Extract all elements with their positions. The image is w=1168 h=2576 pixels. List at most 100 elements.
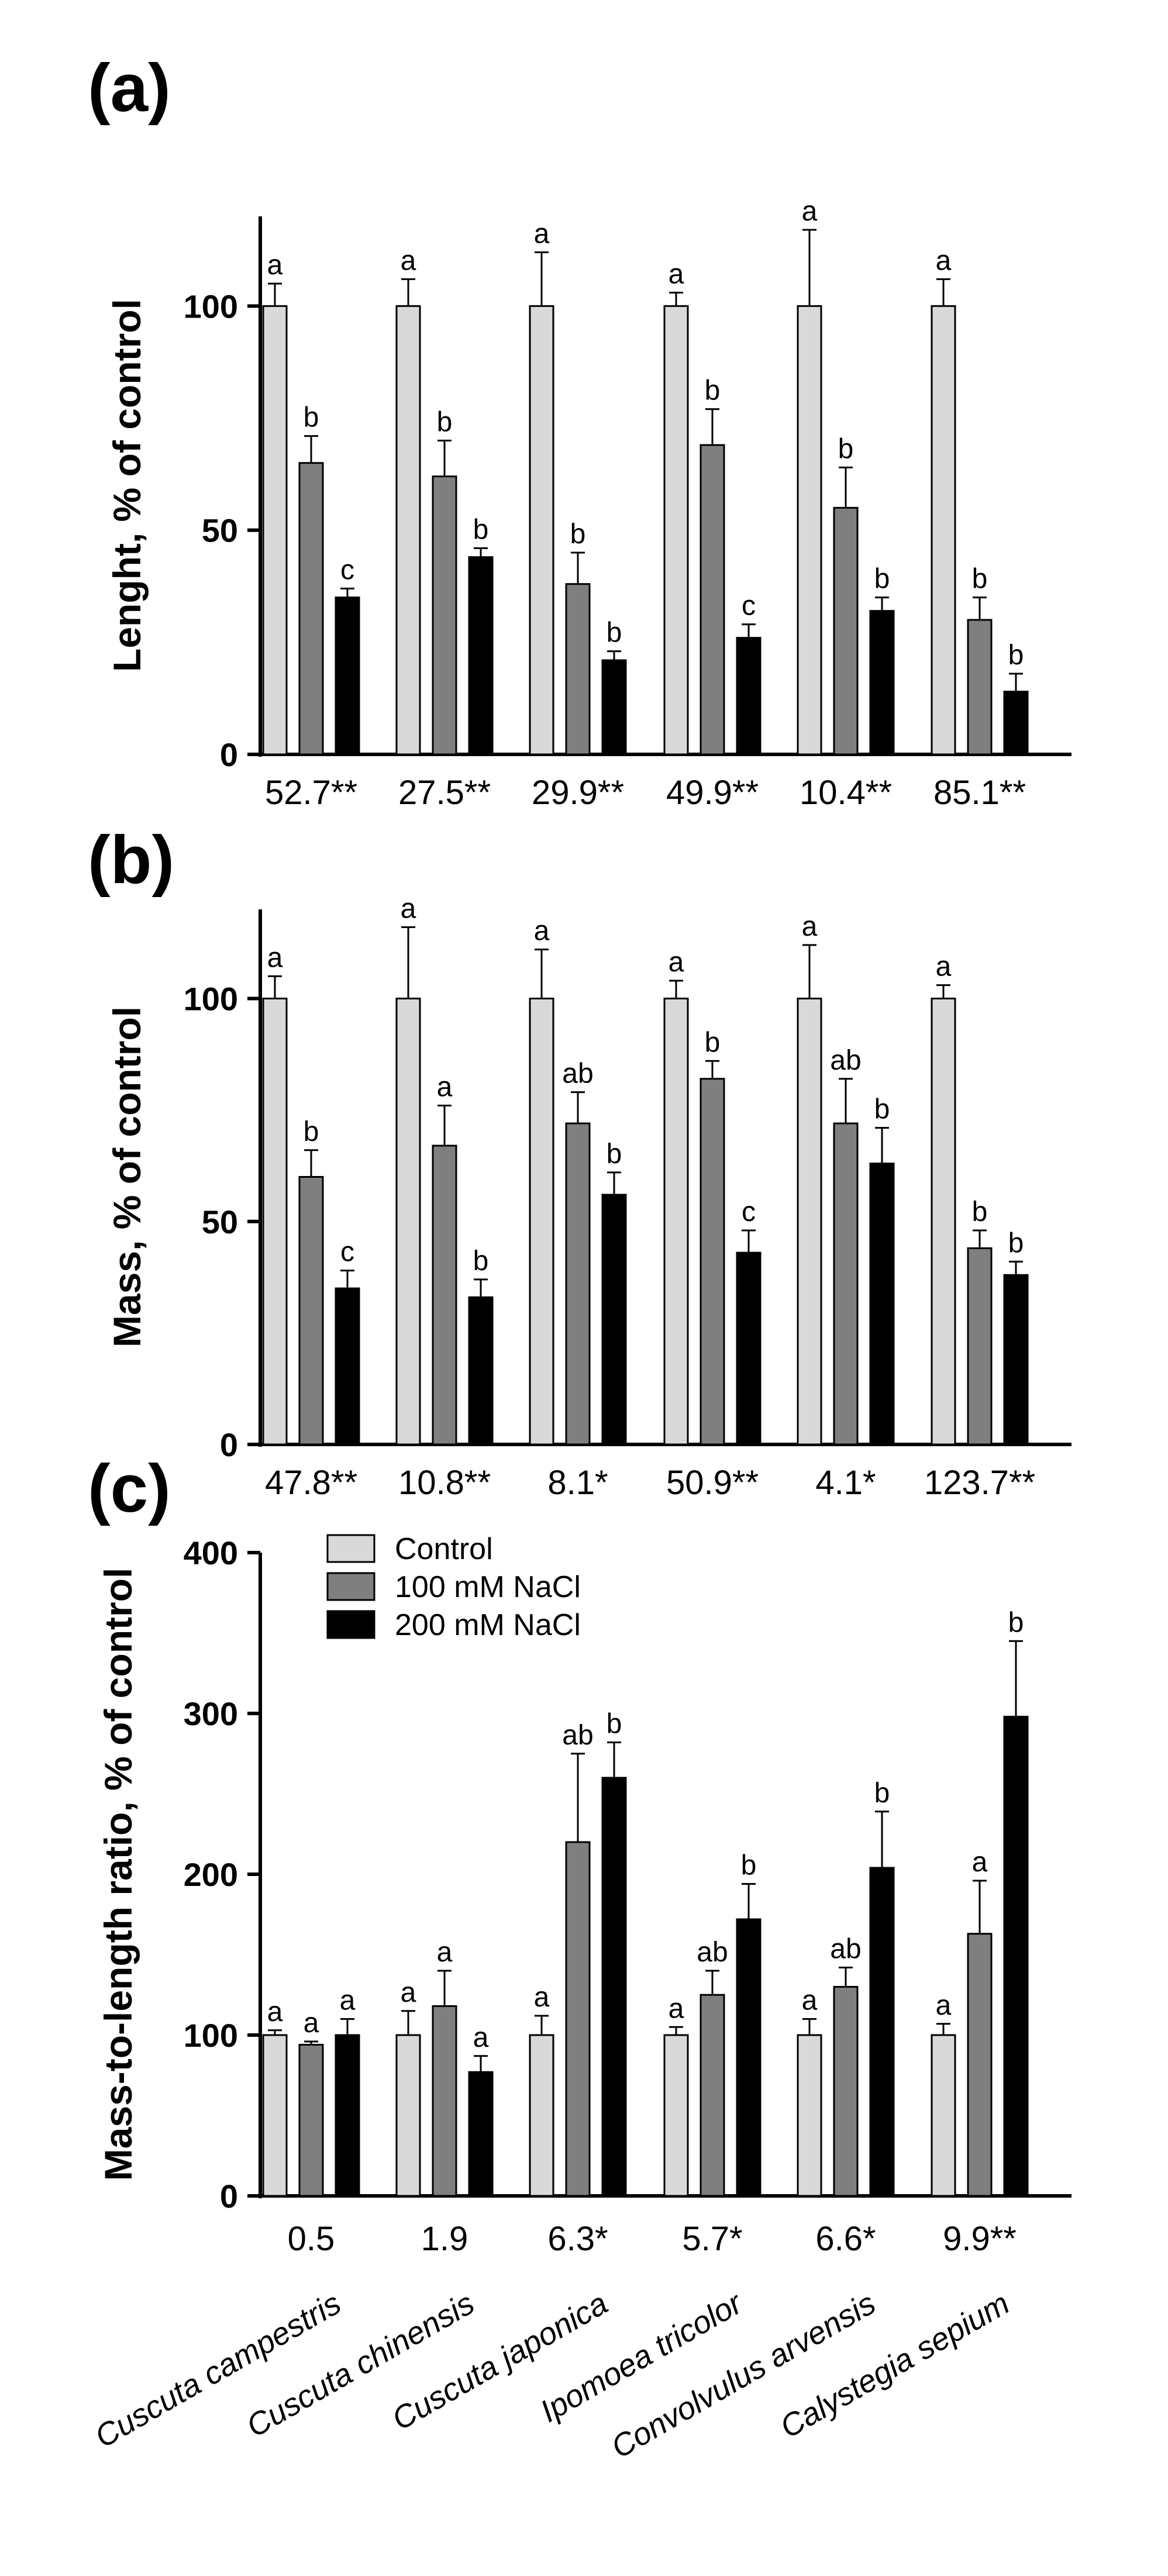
bar xyxy=(967,1247,993,1446)
significance-letter: b xyxy=(838,433,854,464)
bar xyxy=(565,1122,591,1446)
f-value-label: 47.8** xyxy=(265,1464,357,1502)
significance-letter: a xyxy=(304,2008,319,2039)
bar xyxy=(601,1194,627,1446)
bar xyxy=(663,998,689,1446)
bar xyxy=(601,659,627,756)
significance-letter: b xyxy=(874,1778,890,1809)
bar xyxy=(1003,691,1029,756)
bar xyxy=(736,1918,762,2197)
significance-letter: b xyxy=(1008,640,1024,671)
bar xyxy=(869,610,895,756)
legend-swatch-200mm xyxy=(326,1610,375,1639)
f-value-label: 27.5** xyxy=(398,774,491,812)
significance-letter: ab xyxy=(562,1720,593,1751)
bar xyxy=(700,1994,725,2197)
f-value-label: 10.4** xyxy=(800,774,892,812)
legend-label-100mm: 100 mM NaCl xyxy=(395,1570,581,1604)
panel-label: (a) xyxy=(88,50,171,126)
significance-letter: a xyxy=(936,245,952,276)
significance-letter: a xyxy=(936,1990,952,2021)
bar xyxy=(298,2044,324,2197)
bar xyxy=(468,556,494,756)
legend-swatch-100mm xyxy=(326,1572,375,1601)
significance-letter: a xyxy=(534,1982,550,2013)
panel-label: (c) xyxy=(88,1450,171,1526)
f-value-label: 5.7* xyxy=(682,2220,742,2258)
y-tick-label: 50 xyxy=(202,1203,238,1240)
significance-letter: a xyxy=(437,1072,453,1103)
bar xyxy=(468,1296,494,1446)
significance-letter: a xyxy=(669,1993,684,2024)
bar xyxy=(298,462,324,756)
bar xyxy=(700,444,725,756)
bar xyxy=(335,2034,360,2197)
legend-label-200mm: 200 mM NaCl xyxy=(395,1608,581,1642)
bar xyxy=(262,2034,288,2197)
significance-letter: ab xyxy=(830,1045,861,1076)
significance-letter: b xyxy=(874,564,890,595)
panel-a: (a) Lenght, % of control 0 50 100 a a a a a a b b b b b… xyxy=(88,50,1071,812)
bar xyxy=(529,2034,554,2197)
significance-letter: ab xyxy=(697,1937,728,1968)
significance-letter: b xyxy=(607,618,622,649)
f-value-label: 1.9 xyxy=(421,2220,468,2258)
legend-swatch-control xyxy=(326,1534,375,1563)
bar xyxy=(663,2034,689,2197)
f-value-label: 4.1* xyxy=(815,1464,876,1502)
significance-letter: a xyxy=(972,1847,988,1878)
bar xyxy=(700,1078,725,1446)
significance-letter: ab xyxy=(562,1058,593,1089)
significance-letter: a xyxy=(473,2022,489,2053)
significance-letter: c xyxy=(742,591,756,622)
bar xyxy=(298,1176,324,1446)
y-axis-label: Mass-to-length ratio, % of control xyxy=(97,1568,140,2181)
bar xyxy=(432,475,457,756)
y-tick-label: 100 xyxy=(184,2017,238,2054)
significance-letter: c xyxy=(340,1237,354,1268)
bar xyxy=(262,305,288,756)
f-value-label: 6.3* xyxy=(547,2220,608,2258)
bar xyxy=(335,596,360,756)
significance-letter: b xyxy=(1008,1227,1024,1258)
significance-letter: b xyxy=(874,1094,890,1125)
f-value-label: 123.7** xyxy=(924,1464,1035,1502)
significance-letter: c xyxy=(742,1196,756,1227)
f-value-label: 29.9** xyxy=(532,774,624,812)
y-tick-label: 0 xyxy=(220,736,238,773)
significance-letter: a xyxy=(534,218,550,249)
significance-letter: a xyxy=(267,1996,283,2027)
significance-letter: b xyxy=(607,1709,622,1740)
significance-letter: a xyxy=(534,916,550,947)
y-tick-label: 50 xyxy=(202,512,238,549)
f-value-label: 85.1** xyxy=(933,774,1026,812)
significance-letter: b xyxy=(741,1850,757,1881)
significance-letter: b xyxy=(1008,1607,1024,1638)
significance-letter: c xyxy=(340,554,354,585)
significance-letter: b xyxy=(705,375,721,406)
bar xyxy=(565,583,591,756)
significance-letter: a xyxy=(802,196,818,227)
legend: Control 100 mM NaCl 200 mM NaCl xyxy=(326,1532,581,1642)
significance-letter: a xyxy=(267,250,283,281)
significance-letter: b xyxy=(607,1139,622,1170)
significance-letter: b xyxy=(473,514,489,545)
y-tick-label: 300 xyxy=(184,1695,238,1732)
bar xyxy=(797,305,822,756)
bar xyxy=(395,305,421,756)
f-value-label: 0.5 xyxy=(288,2220,335,2258)
significance-letter: a xyxy=(340,1985,356,2016)
significance-letter: a xyxy=(401,894,416,925)
significance-letter: ab xyxy=(830,1934,861,1965)
significance-letter: a xyxy=(802,1985,818,2016)
y-tick-label: 100 xyxy=(184,288,238,325)
significance-letter: a xyxy=(437,1937,453,1968)
bar xyxy=(565,1841,591,2197)
significance-letter: b xyxy=(570,519,586,550)
bar xyxy=(869,1163,895,1446)
y-tick-label: 0 xyxy=(220,1426,238,1463)
bar xyxy=(1003,1274,1029,1446)
bar xyxy=(931,998,956,1446)
bar xyxy=(931,2034,956,2197)
bar xyxy=(736,637,762,756)
